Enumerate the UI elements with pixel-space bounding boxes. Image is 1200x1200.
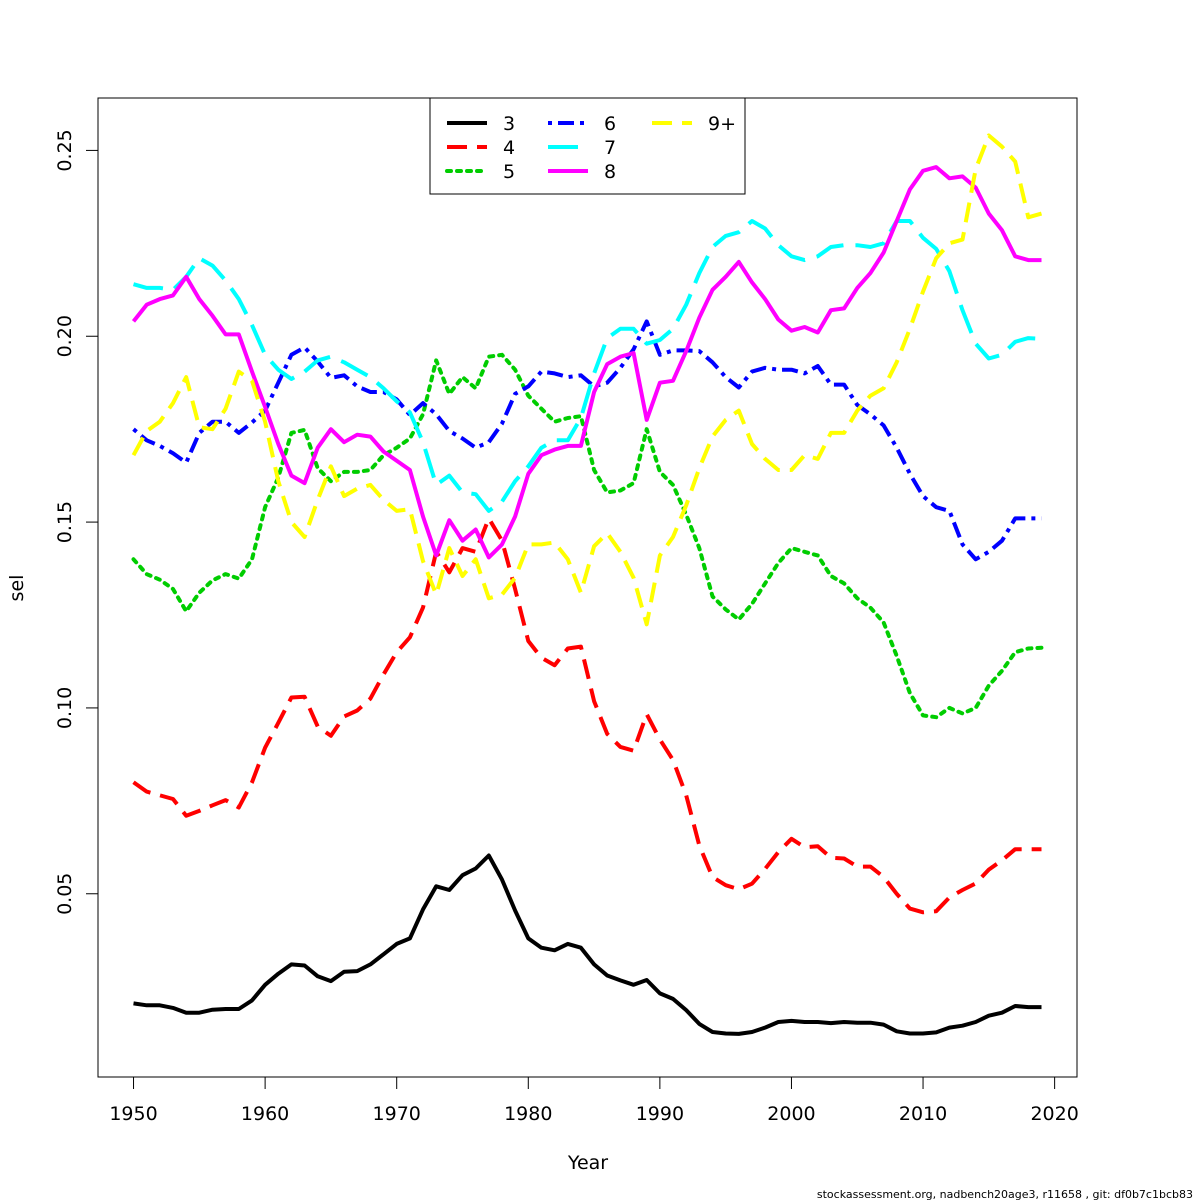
series-line-7 [132,219,1042,513]
legend-label: 3 [503,113,515,135]
y-tick-label: 0.25 [54,129,76,171]
y-tick-label: 0.15 [54,501,76,543]
x-tick-label: 1990 [636,1103,684,1125]
legend-label: 8 [604,161,616,183]
y-tick-label: 0.05 [54,873,76,915]
y-tick-label: 0.20 [54,315,76,357]
x-axis: 1950 1960 1970 1980 1990 2000 2010 2020 [109,1076,1079,1125]
legend-label: 4 [503,137,515,159]
y-axis: 0.05 0.10 0.15 0.20 0.25 [54,129,99,915]
series-line-8 [131,165,1042,560]
y-tick-label: 0.10 [54,687,76,729]
footer-note: stockassessment.org, nadbench20age3, r11… [817,1188,1193,1200]
legend-label: 7 [604,137,616,159]
x-axis-title: Year [567,1152,608,1174]
x-tick-label: 1970 [373,1103,421,1125]
y-axis-title: sel [6,575,28,602]
x-tick-label: 1980 [504,1103,552,1125]
x-tick-label: 2020 [1030,1103,1078,1125]
legend-label: 5 [503,161,515,183]
series-line-4 [132,516,1042,915]
x-tick-label: 1960 [241,1103,289,1125]
legend-label: 6 [604,113,616,135]
series-line-9plus [131,133,1043,627]
x-tick-label: 2000 [767,1103,815,1125]
legend: 345 678 9+ [429,97,746,195]
legend-label: 9+ [708,113,736,135]
x-tick-label: 2010 [899,1103,947,1125]
series-layer [131,133,1044,1036]
x-tick-label: 1950 [109,1103,157,1125]
series-line-6 [132,319,1042,562]
series-line-3 [133,853,1042,1036]
